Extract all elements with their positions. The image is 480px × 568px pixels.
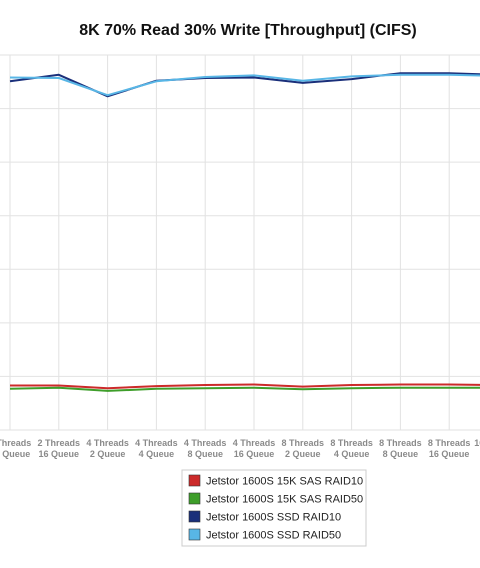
legend: Jetstor 1600S 15K SAS RAID10 Jetstor 1600… <box>181 469 367 547</box>
x-tick-label: 8 Threads <box>330 438 373 448</box>
x-tick-label: 1 Threads <box>0 438 31 448</box>
legend-swatch <box>188 492 201 505</box>
legend-entry-label: Jetstor 1600S SSD RAID10 <box>206 512 341 524</box>
series-lines <box>9 72 480 392</box>
legend-box <box>181 469 367 547</box>
legend-entry-label: Jetstor 1600S SSD RAID50 <box>206 530 341 542</box>
series-line-1 <box>10 383 480 390</box>
x-tick-label: 8 Threads <box>379 438 422 448</box>
x-tick-label: 8 Queue <box>383 449 419 459</box>
legend-entry-label: Jetstor 1600S 15K SAS RAID50 <box>206 494 363 506</box>
legend-entry-label: Jetstor 1600S 15K SAS RAID10 <box>206 476 363 488</box>
x-tick-label: 2 Queue <box>285 449 321 459</box>
series-line-2 <box>9 386 480 392</box>
x-tick-label: 4 Threads <box>233 438 276 448</box>
legend-swatch <box>188 474 201 487</box>
x-tick-label: 16 Queue <box>429 449 470 459</box>
chart-title: 8K 70% Read 30% Write [Throughput] (CIFS… <box>79 22 417 39</box>
x-tick-label: 8 Threads <box>428 438 471 448</box>
x-tick-label: 8 Threads <box>282 438 325 448</box>
x-tick-label: 16 Queue <box>234 449 275 459</box>
gridlines <box>0 54 480 431</box>
x-tick-label: 8 Queue <box>187 449 223 459</box>
x-tick-label: 4 Queue <box>334 449 370 459</box>
x-tick-label: 16 Queue <box>0 449 30 459</box>
x-tick-label: 4 Threads <box>135 438 178 448</box>
legend-swatch <box>188 510 201 523</box>
legend-swatch <box>188 528 201 541</box>
x-tick-label: 16 Threads <box>474 438 480 448</box>
x-tick-label: 4 Threads <box>86 438 129 448</box>
x-tick-label: 16 Queue <box>39 449 80 459</box>
x-tick-label: 2 Threads <box>38 438 81 448</box>
series-line-4 <box>9 73 480 97</box>
x-tick-label: 4 Queue <box>139 449 175 459</box>
x-tick-label: 2 Queue <box>90 449 126 459</box>
x-tick-label: 4 Threads <box>184 438 227 448</box>
